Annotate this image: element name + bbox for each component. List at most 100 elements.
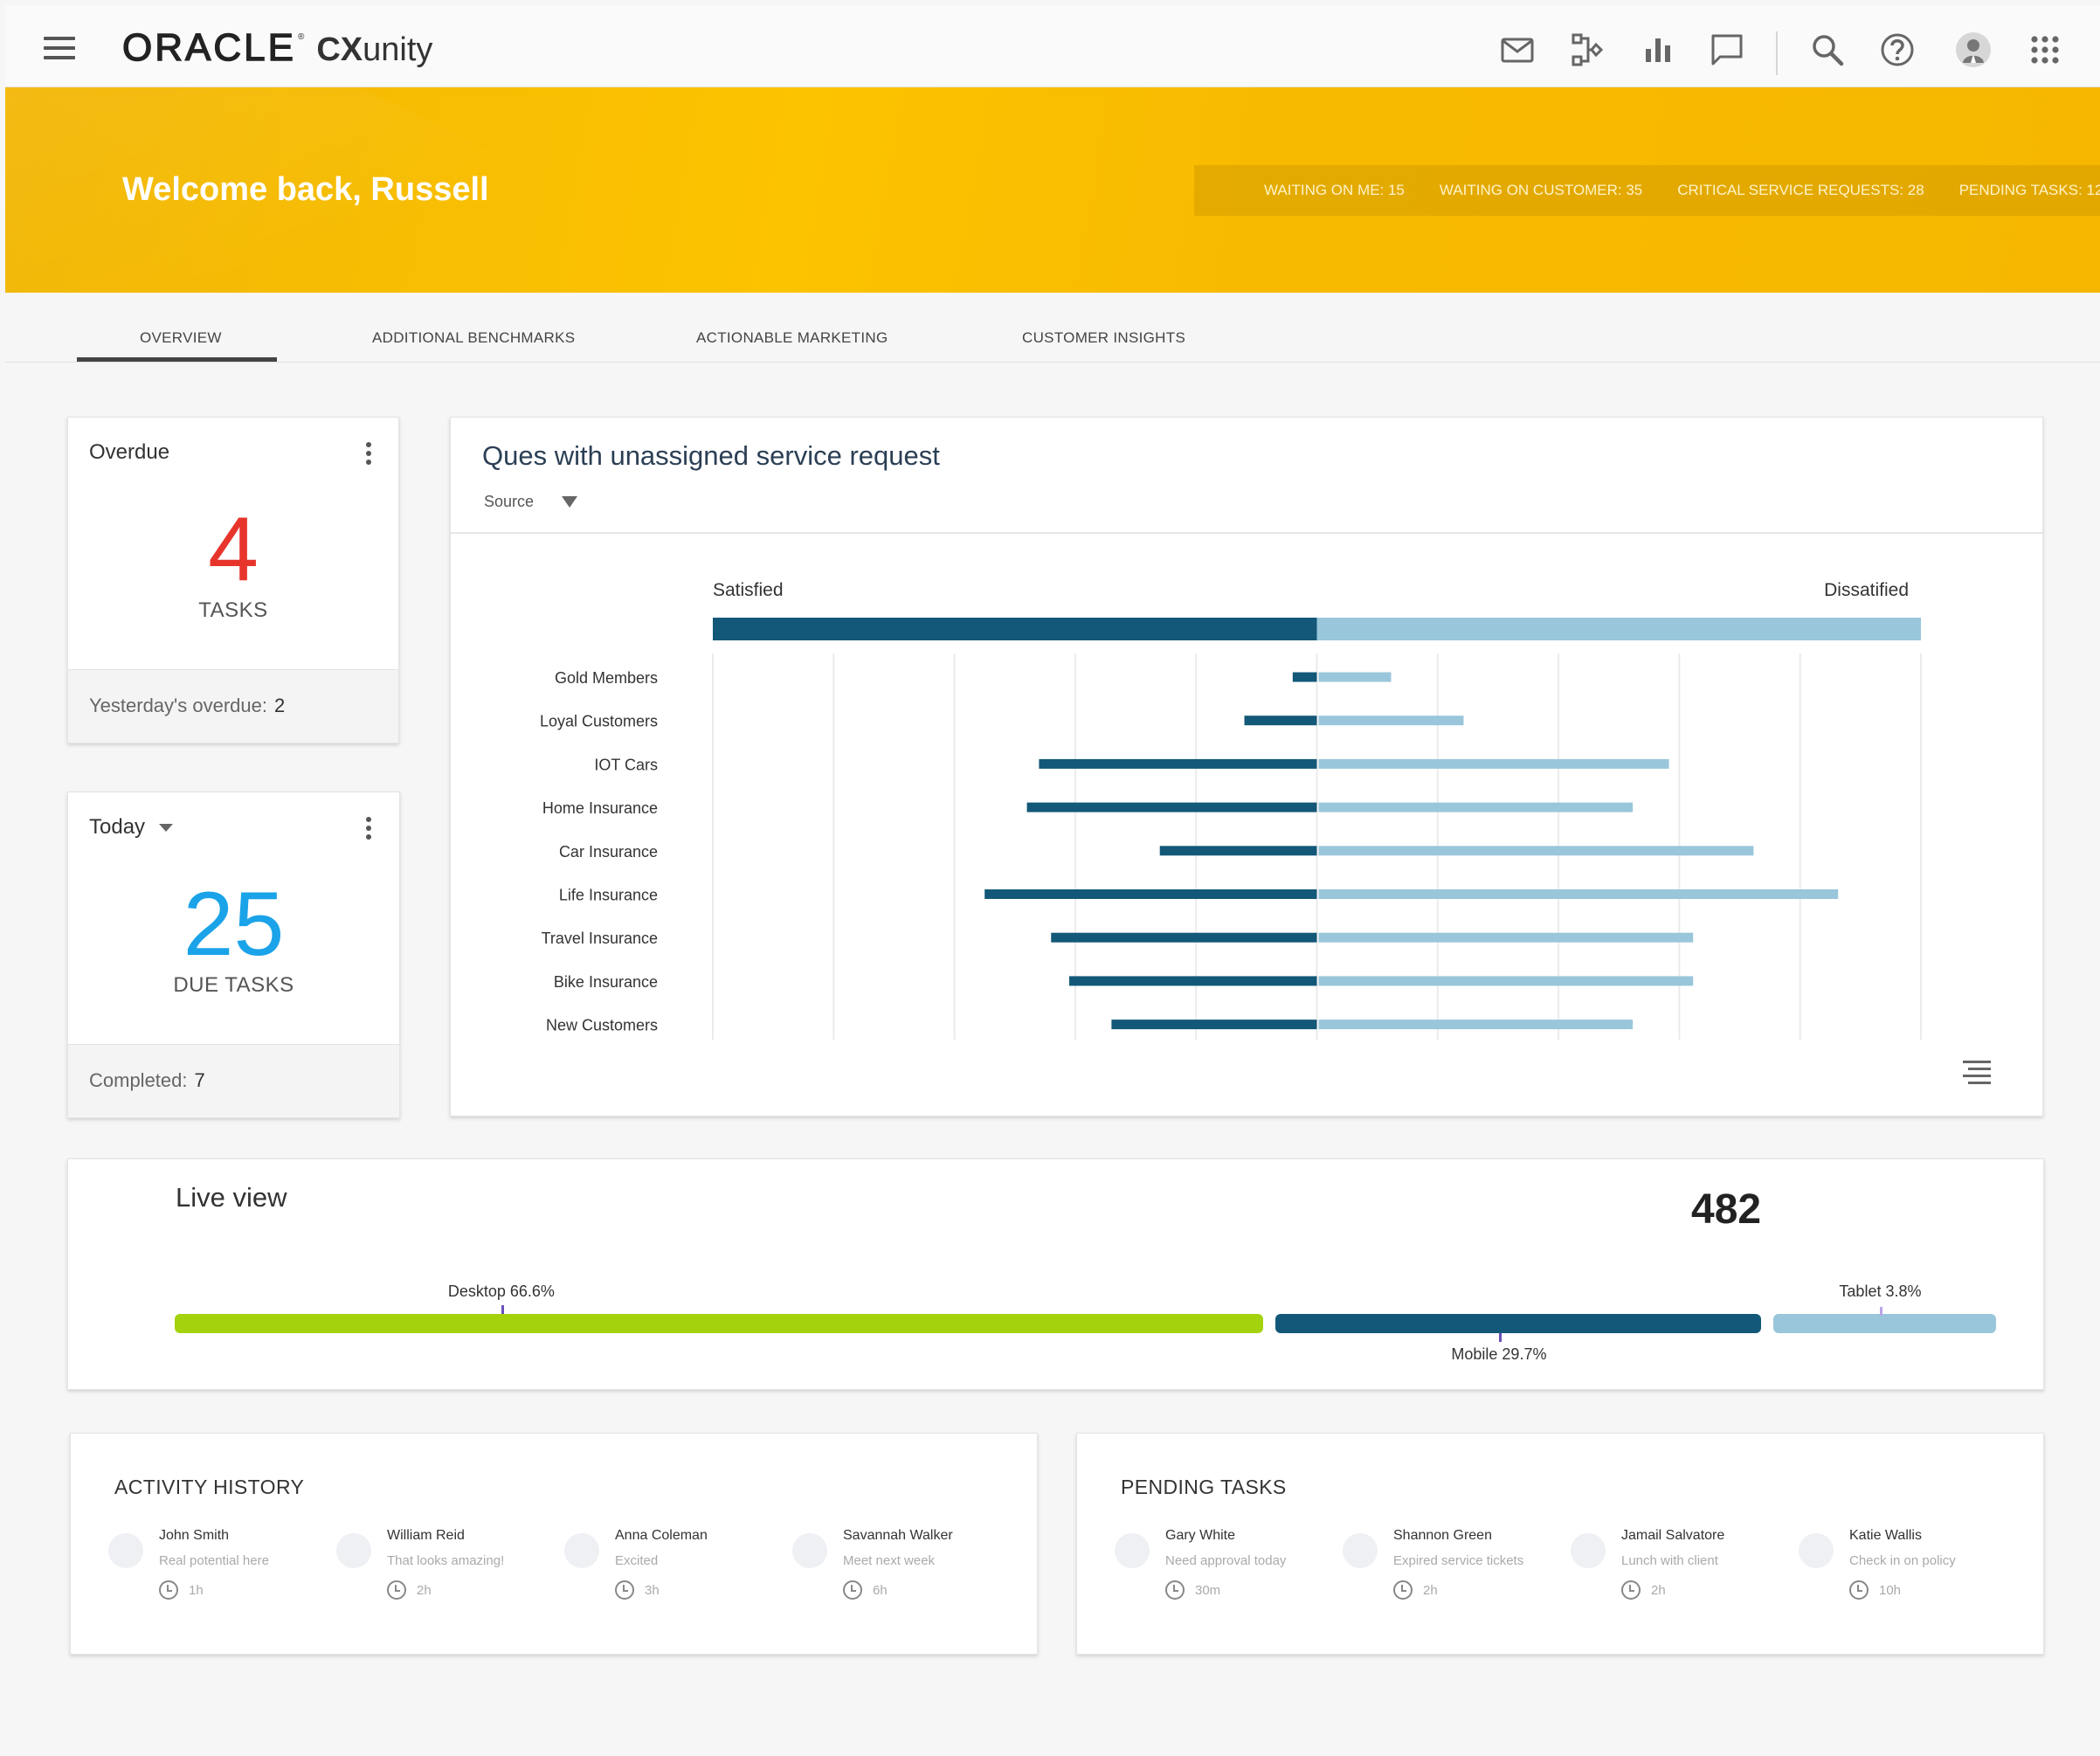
clock-icon xyxy=(615,1580,634,1600)
satisfied-bar[interactable] xyxy=(984,889,1317,899)
activity-item[interactable]: Savannah Walker Meet next week 6h xyxy=(792,1528,1002,1607)
legend-dissatisfied-label: Dissatified xyxy=(1824,580,1909,600)
pending-task-item[interactable]: Katie Wallis Check in on policy 10h xyxy=(1799,1528,2008,1607)
overdue-title: Overdue xyxy=(89,440,170,464)
live-view-card: Live view 482 Desktop 66.6% Mobile 29.7% T… xyxy=(67,1158,2044,1390)
chat-icon[interactable] xyxy=(1707,30,1747,70)
tab-additional-benchmarks[interactable]: ADDITIONAL BENCHMARKS xyxy=(372,329,576,346)
activity-item[interactable]: Anna Coleman Excited 3h xyxy=(564,1528,774,1607)
more-options-icon[interactable] xyxy=(360,442,377,468)
person-message: Need approval today xyxy=(1165,1553,1287,1568)
oracle-cxunity-logo[interactable]: ORACLE ® CX unity xyxy=(121,25,433,69)
source-dropdown[interactable]: Source xyxy=(484,493,578,511)
satisfied-bar[interactable] xyxy=(1159,846,1317,856)
avatar xyxy=(1343,1533,1378,1568)
overdue-unit: TASKS xyxy=(198,598,268,622)
person-name: Shannon Green xyxy=(1393,1528,1492,1543)
today-title: Today xyxy=(89,815,146,839)
person-message: Expired service tickets xyxy=(1393,1553,1524,1568)
person-name: Gary White xyxy=(1165,1528,1236,1543)
category-label: Life Insurance xyxy=(559,887,658,904)
legend-dissatisfied-swatch[interactable] xyxy=(1316,618,1922,640)
user-avatar-icon[interactable] xyxy=(1953,30,1993,70)
today-card: Today 25 DUE TASKS Completed: 7 xyxy=(67,792,400,1118)
clock-icon xyxy=(1165,1580,1185,1600)
workflow-icon[interactable] xyxy=(1567,30,1607,70)
person-message: Excited xyxy=(615,1553,659,1568)
activity-item[interactable]: William Reid That looks amazing! 2h xyxy=(336,1528,546,1607)
stat-waiting-on-customer[interactable]: WAITING ON CUSTOMER: 35 xyxy=(1439,182,1643,198)
dissatisfied-bar[interactable] xyxy=(1318,846,1754,856)
category-label: IOT Cars xyxy=(594,756,658,773)
due-tasks-count: 25 xyxy=(183,874,285,975)
today-footer: Completed: 7 xyxy=(68,1044,399,1117)
stat-critical-service-requests[interactable]: CRITICAL SERVICE REQUESTS: 28 xyxy=(1677,182,1924,198)
dissatisfied-bar[interactable] xyxy=(1318,1020,1634,1030)
time-value: 2h xyxy=(1651,1582,1666,1598)
stat-waiting-on-me[interactable]: WAITING ON ME: 15 xyxy=(1264,182,1405,198)
apps-grid-icon[interactable] xyxy=(2025,30,2065,70)
dissatisfied-bar[interactable] xyxy=(1318,976,1694,986)
satisfied-bar[interactable] xyxy=(1026,802,1317,812)
person-message: Lunch with client xyxy=(1621,1553,1718,1568)
category-label: Car Insurance xyxy=(559,843,658,861)
satisfied-bar[interactable] xyxy=(1039,758,1317,769)
activity-item[interactable]: John Smith Real potential here 1h xyxy=(108,1528,318,1607)
tab-actionable-marketing[interactable]: ACTIONABLE MARKETING xyxy=(696,329,888,346)
dissatisfied-bar[interactable] xyxy=(1318,672,1392,682)
search-icon[interactable] xyxy=(1807,30,1848,70)
person-name: John Smith xyxy=(159,1528,230,1543)
overdue-card: Overdue 4 TASKS Yesterday's overdue: 2 xyxy=(67,417,399,743)
completed-label: Completed: xyxy=(89,1069,188,1091)
pending-task-item[interactable]: Gary White Need approval today 30m xyxy=(1115,1528,1324,1607)
device-segment-bar[interactable] xyxy=(1275,1314,1762,1333)
dissatisfied-bar[interactable] xyxy=(1318,932,1694,943)
pending-task-item[interactable]: Jamail Salvatore Lunch with client 2h xyxy=(1571,1528,1780,1607)
time-value: 3h xyxy=(645,1582,660,1598)
dissatisfied-bar[interactable] xyxy=(1318,889,1839,899)
today-dropdown[interactable]: Today xyxy=(89,815,174,840)
satisfied-bar[interactable] xyxy=(1051,932,1317,943)
menu-icon[interactable] xyxy=(44,37,79,61)
category-label: Bike Insurance xyxy=(554,973,658,991)
person-name: Anna Coleman xyxy=(615,1528,708,1543)
pending-task-item[interactable]: Shannon Green Expired service tickets 2h xyxy=(1343,1528,1552,1607)
device-segment-bar[interactable] xyxy=(175,1314,1264,1333)
source-label: Source xyxy=(484,493,535,510)
tab-customer-insights[interactable]: CUSTOMER INSIGHTS xyxy=(1022,329,1186,346)
satisfied-bar[interactable] xyxy=(1244,716,1317,726)
device-segment-marker xyxy=(1880,1307,1883,1316)
satisfied-bar[interactable] xyxy=(1292,672,1317,682)
time-ago: 2h xyxy=(1393,1580,1438,1600)
caret-down-icon xyxy=(562,496,578,508)
dissatisfied-bar[interactable] xyxy=(1318,716,1464,726)
more-options-icon[interactable] xyxy=(360,817,377,843)
toolbar-divider xyxy=(1776,31,1778,75)
pending-tasks-title: PENDING TASKS xyxy=(1121,1476,1287,1498)
chart-legend-menu-icon[interactable] xyxy=(1963,1061,1991,1085)
time-ago: 10h xyxy=(1849,1580,1901,1600)
stat-pending-tasks[interactable]: PENDING TASKS: 12 xyxy=(1958,182,2100,198)
time-ago: 30m xyxy=(1165,1580,1220,1600)
bar-chart-icon[interactable] xyxy=(1638,30,1678,70)
clock-icon xyxy=(1849,1580,1869,1600)
mail-icon[interactable] xyxy=(1497,30,1537,70)
clock-icon xyxy=(1393,1580,1413,1600)
person-name: Jamail Salvatore xyxy=(1621,1528,1725,1543)
person-name: Katie Wallis xyxy=(1849,1528,1922,1543)
dissatisfied-bar[interactable] xyxy=(1318,758,1669,769)
avatar xyxy=(792,1533,827,1568)
tab-overview[interactable]: OVERVIEW xyxy=(140,329,222,346)
dissatisfied-bar[interactable] xyxy=(1318,802,1634,812)
legend-satisfied-swatch[interactable] xyxy=(713,618,1317,640)
person-name: William Reid xyxy=(387,1528,465,1543)
live-view-title: Live view xyxy=(176,1182,287,1213)
device-segment-bar[interactable] xyxy=(1773,1314,1997,1333)
tab-bar: OVERVIEW ADDITIONAL BENCHMARKS ACTIONABL… xyxy=(5,293,2100,363)
satisfied-bar[interactable] xyxy=(1111,1020,1317,1030)
device-segment-marker xyxy=(501,1305,504,1314)
satisfied-bar[interactable] xyxy=(1068,976,1317,986)
help-icon[interactable] xyxy=(1877,30,1917,70)
time-ago: 1h xyxy=(159,1580,204,1600)
activity-history-title: ACTIVITY HISTORY xyxy=(114,1476,305,1498)
